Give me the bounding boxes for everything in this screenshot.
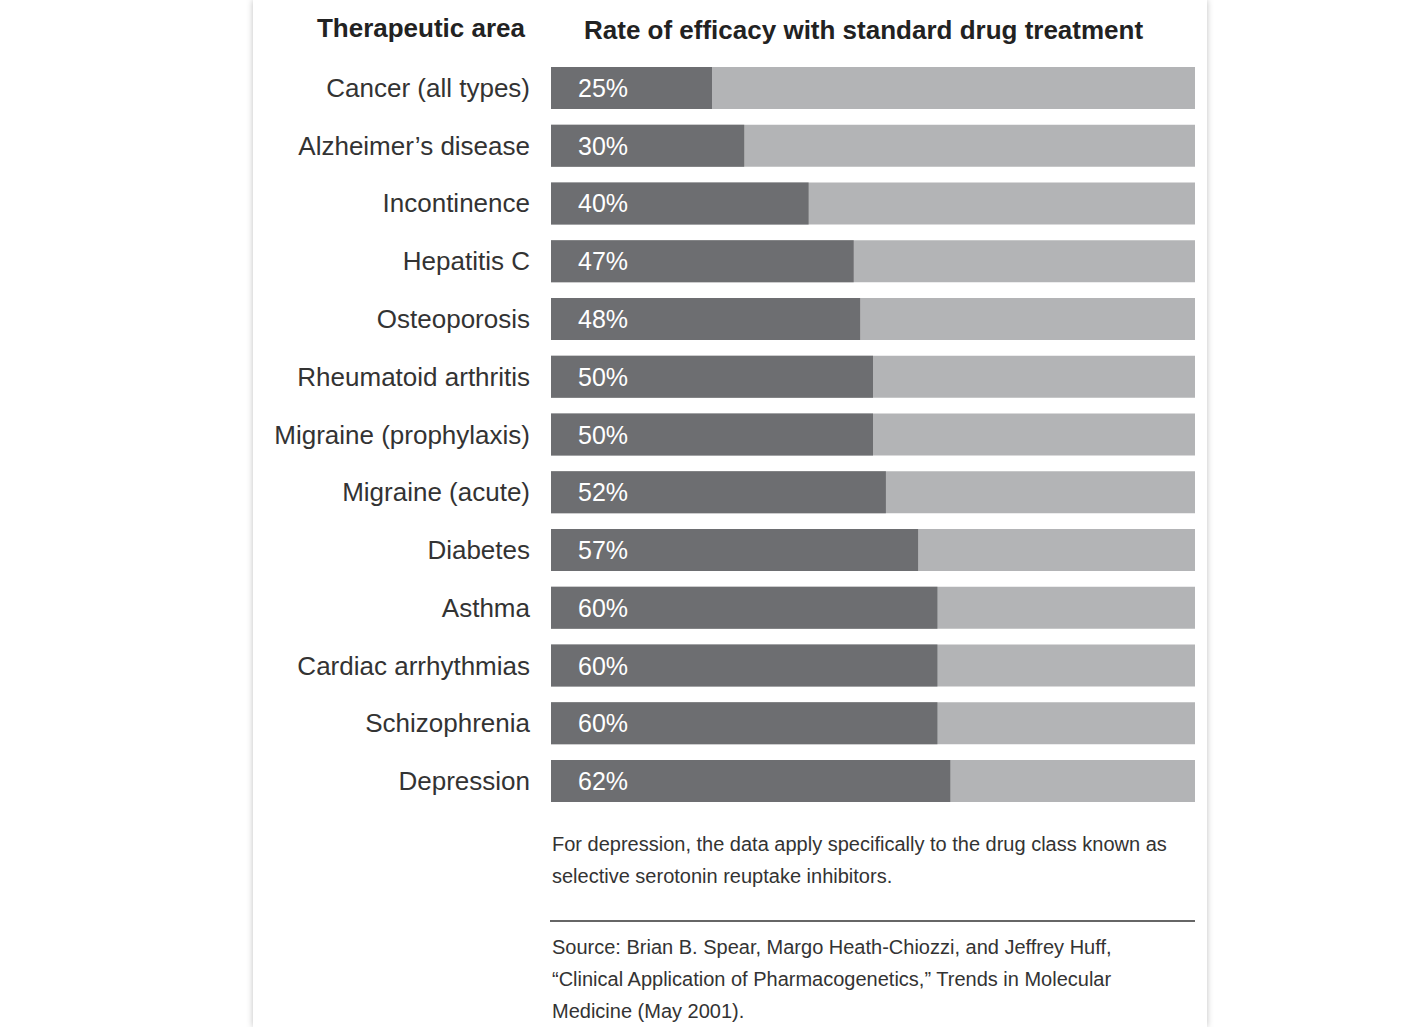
svg-text:For depression, the data apply: For depression, the data apply specifica… xyxy=(552,833,1172,855)
svg-text:Asthma: Asthma xyxy=(442,593,531,623)
svg-text:Osteoporosis: Osteoporosis xyxy=(377,304,530,334)
svg-text:Migraine (acute): Migraine (acute) xyxy=(342,477,530,507)
svg-text:40%: 40% xyxy=(578,189,628,217)
svg-text:Alzheimer’s disease: Alzheimer’s disease xyxy=(298,131,530,161)
svg-text:Depression: Depression xyxy=(398,766,530,796)
svg-text:52%: 52% xyxy=(578,478,628,506)
svg-text:50%: 50% xyxy=(578,363,628,391)
svg-text:Cancer (all types): Cancer (all types) xyxy=(326,73,530,103)
svg-text:25%: 25% xyxy=(578,74,628,102)
svg-text:50%: 50% xyxy=(578,421,628,449)
svg-text:60%: 60% xyxy=(578,594,628,622)
svg-text:Migraine (prophylaxis): Migraine (prophylaxis) xyxy=(274,420,530,450)
svg-text:47%: 47% xyxy=(578,247,628,275)
svg-text:57%: 57% xyxy=(578,536,628,564)
svg-text:Therapeutic area: Therapeutic area xyxy=(317,13,526,43)
svg-text:Rate of efficacy with standard: Rate of efficacy with standard drug trea… xyxy=(584,15,1143,45)
svg-text:Incontinence: Incontinence xyxy=(383,188,530,218)
svg-text:48%: 48% xyxy=(578,305,628,333)
svg-text:Source: Brian B. Spear, Margo: Source: Brian B. Spear, Margo Heath-Chio… xyxy=(552,936,1117,958)
svg-text:Cardiac arrhythmias: Cardiac arrhythmias xyxy=(297,651,530,681)
svg-text:62%: 62% xyxy=(578,767,628,795)
svg-text:selective serotonin reuptake i: selective serotonin reuptake inhibitors. xyxy=(552,865,892,887)
svg-text:Schizophrenia: Schizophrenia xyxy=(365,708,530,738)
svg-text:Hepatitis C: Hepatitis C xyxy=(403,246,530,276)
svg-text:60%: 60% xyxy=(578,652,628,680)
svg-text:“Clinical Application of Pharm: “Clinical Application of Pharmacogenetic… xyxy=(552,968,1117,990)
svg-text:Rheumatoid arthritis: Rheumatoid arthritis xyxy=(297,362,530,392)
svg-text:30%: 30% xyxy=(578,132,628,160)
svg-text:60%: 60% xyxy=(578,709,628,737)
svg-text:Diabetes: Diabetes xyxy=(427,535,530,565)
svg-text:Medicine (May 2001).: Medicine (May 2001). xyxy=(552,1000,744,1022)
